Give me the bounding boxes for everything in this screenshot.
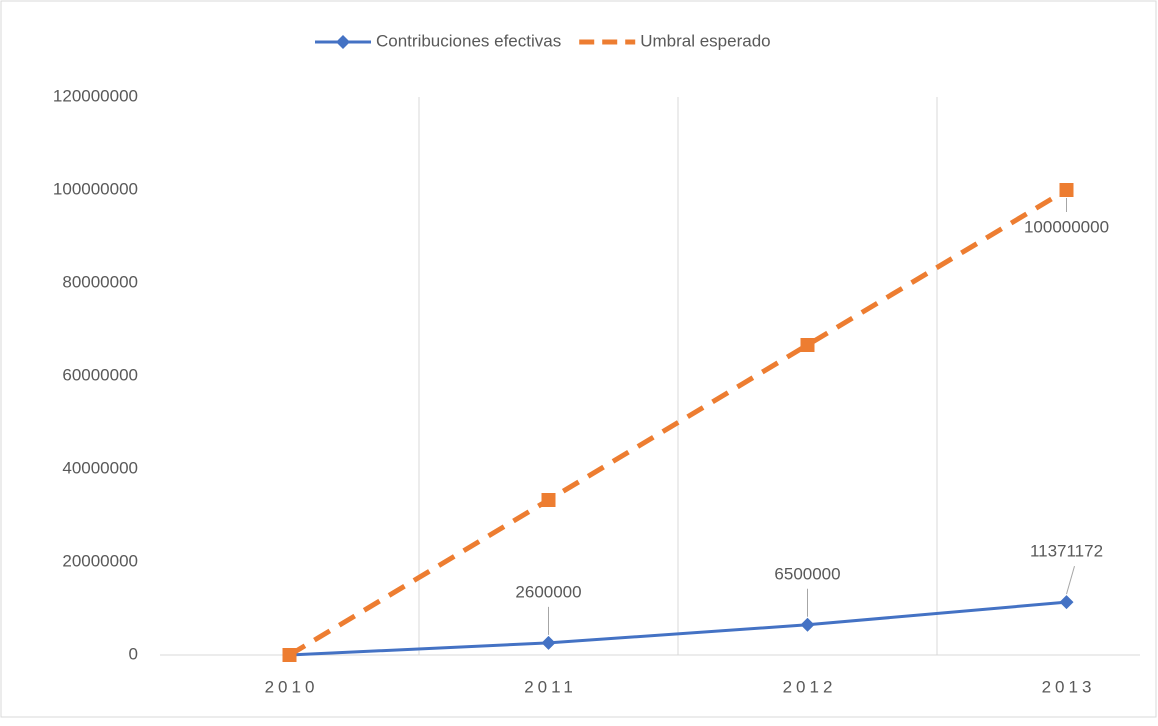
data-label: 2600000 <box>515 582 581 601</box>
series-line <box>289 600 1067 657</box>
y-tick-label: 60000000 <box>62 365 138 384</box>
y-tick-label: 40000000 <box>62 458 138 477</box>
y-tick-label: 80000000 <box>62 272 138 291</box>
data-label: 6500000 <box>774 564 840 583</box>
data-label: 100000000 <box>1024 217 1109 236</box>
y-tick-label: 120000000 <box>53 86 138 105</box>
marker <box>541 493 556 507</box>
y-tick-label: 20000000 <box>62 551 138 570</box>
marker <box>336 35 350 49</box>
legend-label: Umbral esperado <box>640 31 770 50</box>
legend-label: Contribuciones efectivas <box>376 31 561 50</box>
marker <box>800 338 815 352</box>
x-tick-label: 2011 <box>524 677 577 696</box>
y-tick-label: 0 <box>129 644 138 663</box>
marker <box>1059 595 1074 610</box>
marker <box>541 635 556 650</box>
series-line <box>288 187 1068 658</box>
data-label: 11371172 <box>1030 542 1103 561</box>
marker <box>282 648 297 662</box>
y-tick-label: 100000000 <box>53 179 138 198</box>
leader-line <box>1066 565 1075 595</box>
x-tick-label: 2012 <box>783 677 837 696</box>
x-tick-label: 2010 <box>265 677 319 696</box>
marker <box>1059 183 1074 197</box>
marker <box>800 617 815 632</box>
x-tick-label: 2013 <box>1042 677 1096 696</box>
